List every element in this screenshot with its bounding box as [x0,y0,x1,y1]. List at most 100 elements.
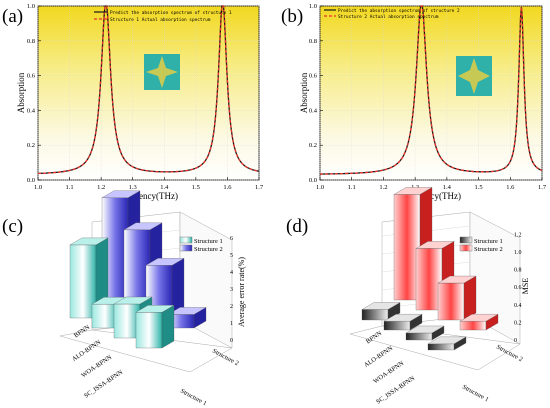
panel-d-ztick-label: 0.2 [514,320,522,326]
panel-a-xtick-label: 1.4 [160,184,169,191]
panel-c-ztick-label: 1 [230,321,233,327]
panel-b-xtick-label: 1.7 [538,184,547,191]
panel-a-xtick-label: 1.0 [34,184,42,191]
panel-c-legend-entry-1: Structure 1 [194,238,223,245]
panel-b-ytick-label: 0.4 [309,107,318,114]
panel-d-category-label: ALO-BPNN [363,345,394,369]
panel-d-ztick-label: 0 [514,338,517,344]
panel-b-xtick-label: 1.6 [506,184,515,191]
panel-b-xtick-label: 1.5 [475,184,483,191]
panel-a-label: (a) [2,6,23,27]
panel-d-zticks: 0 0.2 0.4 0.6 0.8 1.0 1.2 [514,232,522,344]
panel-c-bar-s2-c3 [145,258,185,319]
panel-b-legend-entry-2: Structure 2 Actual absorption spectrum [338,14,439,20]
bar-side [463,275,477,321]
panel-a-ytick-label: 0.8 [27,38,35,45]
bar-top [167,307,207,315]
panel-a-legend-entry-1: Predict the absorption spectrum of struc… [110,10,232,16]
bar-top [383,314,423,322]
panel-b-inset-cross [458,58,490,94]
panel-a-legend-entry-2: Structure 1 Actual absorption spectrum [110,17,211,23]
bar-top [145,258,185,266]
panel-d: (d) 0 0.2 0.4 0.6 0.8 1.0 1.2 MSE Structure 1 … [286,187,530,406]
bar-top [415,241,455,249]
panel-d-depth-label-1: Structure 1 [461,384,490,404]
panel-d-ztick-label: 0.4 [514,303,522,309]
panel-c-zticks: 0 1 2 3 4 5 6 [230,236,233,344]
panel-b: (b) Predict the absorption spectrum of s… [281,3,547,201]
bar-top [69,237,109,246]
panel-d-legend-swatch-2 [459,244,473,252]
bar-front [427,343,455,351]
panel-c: (c) 0 1 2 3 4 5 6 Average error rate(%) Struct… [2,190,246,407]
panel-c-category-label: WOA-BPNN [80,354,113,380]
panel-c-legend-swatch-1 [179,236,193,244]
panel-c-legend-entry-2: Structure 2 [194,246,223,253]
bar-top [113,296,153,305]
panel-c-bar-s1-c4 [135,305,175,349]
panel-d-bar-s2-c4 [459,313,499,331]
panel-d-legend-entry-1: Structure 1 [474,238,503,245]
bar-top [123,222,163,230]
panel-b-series-2-line [319,5,543,175]
panel-c-label: (c) [2,216,23,237]
panel-c-zlabel: Average error rate(%) [237,257,246,327]
panel-a-ytick-label: 0.2 [27,142,35,149]
panel-d-label: (d) [286,216,308,237]
bar-top [405,325,445,334]
panel-c-bar-s1-c1 [69,237,109,319]
panel-b-ylabel: Absorption [299,72,309,113]
panel-a-ylabel: Absorption [16,72,26,113]
panel-b-ytick-label: 0.2 [309,142,317,149]
panel-b-legend: Predict the absorption spectrum of struc… [324,8,460,20]
panel-d-legend-entry-2: Structure 2 [474,246,503,253]
panel-c-legend-swatch-2 [179,244,193,252]
panel-a-inset-pattern [144,54,180,90]
panel-d-ztick-label: 0.8 [514,268,522,274]
panel-b-xtick-label: 1.4 [443,184,452,191]
bar-top [437,275,477,284]
bar-front [135,312,163,349]
panel-a-ticks: 1.0 1.1 1.2 1.3 1.4 1.5 1.6 1.7 0.0 0.2 0.4 0.6 0.8 1… [27,3,264,191]
panel-d-ztick-label: 1.2 [514,232,522,238]
panel-b-ytick-label: 1.0 [309,3,317,10]
panel-b-xtick-label: 1.0 [316,184,324,191]
bar-top [135,305,175,313]
panel-a-lines [37,5,260,175]
panel-d-ztick-label: 0.6 [514,285,522,291]
panel-c-ztick-label: 4 [230,270,233,276]
panel-a-ytick-label: 0.6 [27,73,36,80]
panel-c-ztick-label: 5 [230,253,233,259]
bar-front [361,309,389,321]
panel-c-ztick-label: 2 [230,304,233,310]
bar-front [405,332,433,341]
panel-a: (a) Predict the absorption spectrum of s… [2,3,264,201]
panel-d-bar-s1-c3 [405,325,445,341]
panel-b-ytick-label: 0.8 [309,38,317,45]
bar-front [437,282,465,321]
panel-a-xtick-label: 1.2 [97,184,105,191]
panel-d-bar-s2-c3 [437,275,477,321]
panel-a-ytick-label: 0.4 [27,107,36,114]
panel-a-xtick-label: 1.7 [255,184,264,191]
panel-c-ztick-label: 3 [230,287,233,293]
panel-d-legend-swatch-1 [459,236,473,244]
panel-d-bar-s1-c1 [361,302,401,321]
panel-d-zlabel: MSE [521,278,530,295]
bar-top [361,302,401,310]
panel-b-ticks: 1.01.11.21.31.41.51.61.70.00.20.40.60.81… [309,3,547,191]
bar-top [459,314,499,322]
panel-d-bars [361,187,499,351]
panel-c-bar-s2-c4 [167,307,207,329]
panel-a-xtick-label: 1.1 [66,184,74,191]
panel-a-ytick-label: 1.0 [27,3,35,10]
panel-b-lines [319,5,543,175]
panel-b-label: (b) [281,6,303,27]
panel-a-ytick-label: 0.0 [27,177,35,184]
bar-top [393,187,433,195]
panel-a-series-2-line [37,5,260,175]
panel-a-xtick-label: 1.3 [129,184,137,191]
panel-a-legend: Predict the absorption spectrum of struc… [94,10,232,23]
panel-a-xtick-label: 1.6 [223,184,232,191]
